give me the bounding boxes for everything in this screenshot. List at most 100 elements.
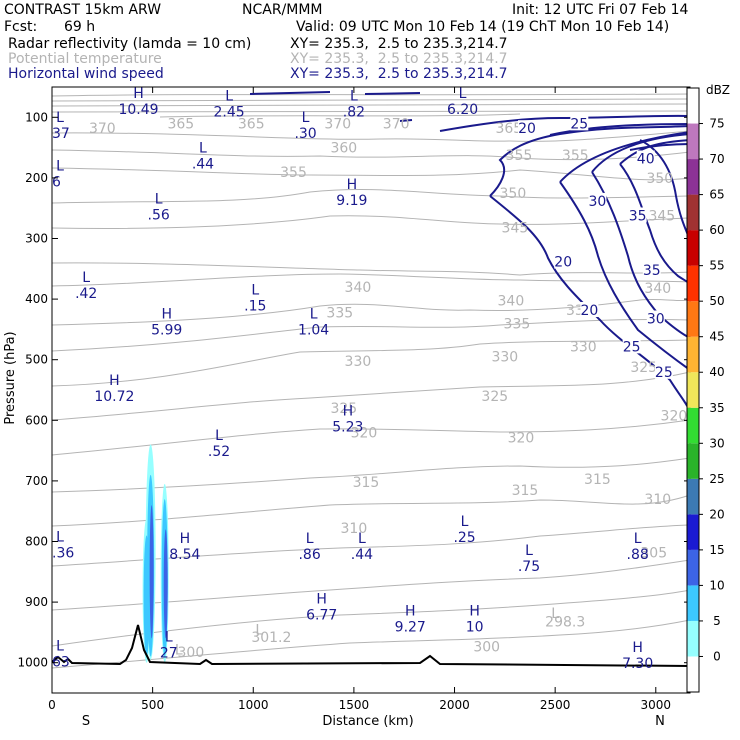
theta-line [51, 559, 691, 611]
theta-label: 355 [280, 165, 307, 181]
theta-line [51, 167, 691, 181]
wind-contour-label: 25 [623, 339, 641, 355]
wind-line [639, 139, 691, 241]
y-tick-label: 700 [25, 474, 48, 488]
theta-label: 325 [630, 360, 657, 376]
wind-label-bg [622, 338, 641, 354]
x-axis-title: Distance (km) [322, 714, 413, 729]
init-time: Init: 12 UTC Fri 07 Feb 14 [512, 2, 689, 18]
wind-line [559, 181, 691, 371]
colorbar-unit: dBZ [706, 83, 730, 97]
extremum-type: H [316, 591, 327, 607]
extremum-type: L [165, 630, 173, 646]
wind-label-bg [642, 262, 661, 278]
theta-label: 330 [345, 354, 372, 370]
extremum-type: L [461, 514, 469, 530]
colorbar-swatch [687, 407, 699, 444]
extremum-value: 7.30 [622, 656, 653, 672]
theta-label: 365 [167, 116, 194, 132]
extremum-value: 2.45 [214, 104, 245, 120]
theta-line [51, 98, 691, 102]
theta-label: 345 [502, 221, 529, 237]
wind-contour-label: 30 [647, 311, 665, 327]
valid-time: Valid: 09 UTC Mon 10 Feb 14 (19 ChT Mon … [296, 19, 670, 35]
colorbar-label: 70 [709, 152, 724, 166]
x-tick-label: 500 [141, 698, 164, 712]
field-2-xy: XY= 235.3, 2.5 to 235.3,214.7 [290, 66, 508, 82]
extremum-type: H [405, 603, 416, 619]
extremum-value: .52 [208, 444, 230, 460]
x-tick-label: 0 [48, 698, 56, 712]
extremum-value: .30 [294, 126, 316, 142]
extremum-value: .36 [52, 546, 74, 562]
extremum-type: H [133, 86, 144, 102]
x-tick-label: 1500 [339, 698, 370, 712]
reflectivity-cell [143, 535, 150, 657]
x-tick-label: 2500 [540, 698, 571, 712]
y-tick-label: 800 [25, 535, 48, 549]
colorbar-label: 65 [709, 188, 724, 202]
theta-label: 325 [481, 389, 508, 405]
wind-line [619, 163, 691, 285]
extremum-type: L [525, 543, 533, 559]
extremum-type: H [180, 531, 191, 547]
colorbar-swatch [687, 372, 699, 408]
x-axis-south-label: S [82, 714, 90, 729]
theta-line [51, 93, 691, 97]
colorbar-swatch [687, 230, 699, 266]
theta-label: 350 [500, 186, 527, 202]
wind-label-bg [646, 310, 665, 326]
org-label: NCAR/MMM [242, 2, 323, 18]
theta-label: 365 [495, 121, 522, 137]
extremum-type: L [155, 191, 163, 207]
extremum-type: L [56, 159, 64, 175]
theta-line [51, 619, 691, 669]
colorbar-label: 50 [709, 294, 724, 308]
field-2-name: Horizontal wind speed [8, 66, 164, 82]
theta-label: 325 [330, 401, 357, 417]
y-tick-label: 200 [25, 171, 48, 185]
colorbar-swatch [687, 194, 699, 231]
wind-contour-labels: 20 25 40 30 35 20 35 20 30 25 25 [517, 115, 673, 381]
wind-line [489, 195, 691, 413]
theta-label: 330 [491, 350, 518, 366]
theta-line [51, 262, 691, 276]
theta-line [51, 215, 691, 229]
theta-label: 370 [89, 121, 116, 137]
wind-label-bg [636, 150, 655, 166]
y-axis-title: Pressure (hPa) [3, 331, 18, 424]
theta-label: L [551, 606, 559, 622]
extremum-type: H [109, 373, 120, 389]
y-tick-label: 500 [25, 353, 48, 367]
wind-label-bg [554, 253, 573, 269]
colorbar-label: 25 [709, 472, 724, 486]
y-tick-label: 600 [25, 413, 48, 427]
theta-label: 360 [330, 141, 357, 157]
x-tick-label: 1000 [238, 698, 269, 712]
extremum-type: L [634, 531, 642, 547]
model-title: CONTRAST 15km ARW [4, 2, 162, 18]
field-1-xy: XY= 235.3, 2.5 to 235.3,214.7 [290, 51, 508, 67]
extremum-type: L [302, 110, 310, 126]
colorbar-label: 20 [709, 507, 724, 521]
theta-label: 335 [326, 305, 353, 321]
theta-label: 345 [648, 208, 675, 224]
colorbar-swatch [687, 620, 699, 657]
wind-label-bg [517, 120, 536, 136]
theta-label: 350 [646, 171, 673, 187]
theta-label: 300 [178, 645, 205, 661]
wind-line [591, 133, 691, 173]
colorbar-swatch [687, 514, 699, 550]
reflectivity-cells [142, 444, 169, 663]
theta-label: L [255, 622, 263, 638]
extremum-value: .42 [75, 286, 97, 302]
extremum-value: .44 [192, 157, 214, 173]
theta-label: 340 [345, 280, 372, 296]
wind-contour-label: 20 [580, 303, 598, 319]
theta-line [51, 457, 691, 493]
wind-label-bg [588, 192, 607, 208]
theta-line [51, 130, 691, 142]
axes: 0 500 1000 1500 2000 2500 3000 100 200 300 400 500 6… [17, 87, 690, 712]
colorbar-label: 15 [709, 543, 724, 557]
